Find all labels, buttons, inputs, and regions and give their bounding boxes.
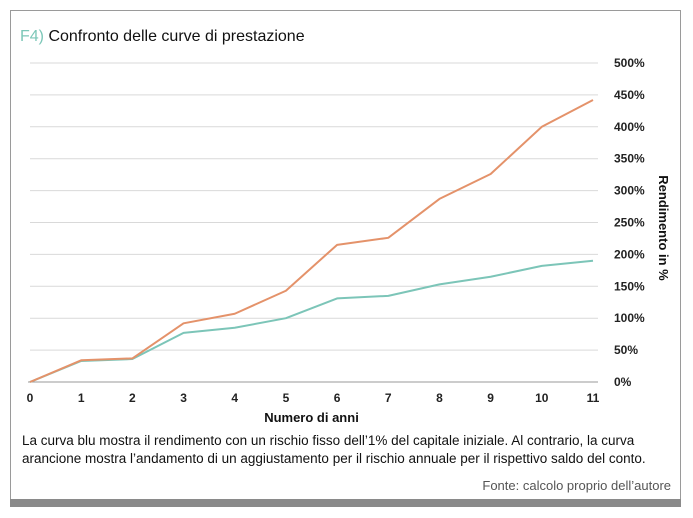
y-tick-label: 100% <box>614 311 645 325</box>
x-tick-label: 11 <box>587 391 600 405</box>
y-tick-label: 500% <box>614 56 645 70</box>
figure-label: F4) <box>20 28 44 45</box>
x-axis-label: Numero di anni <box>264 410 359 425</box>
series-lines <box>29 99 594 383</box>
y-tick-label: 350% <box>614 152 645 166</box>
y-tick-label: 150% <box>614 279 645 293</box>
grid-lines <box>30 62 598 351</box>
x-tick-label: 9 <box>487 391 494 405</box>
x-axis-ticks: 0 1 2 3 4 5 6 7 8 9 10 11 <box>27 391 600 405</box>
series-line <box>29 99 594 383</box>
y-tick-label: 250% <box>614 216 645 230</box>
x-tick-label: 3 <box>180 391 187 405</box>
x-tick-label: 1 <box>78 391 85 405</box>
y-tick-label: 450% <box>614 88 645 102</box>
line-chart: 0%50%100%150%200%250%300%350%400%450%500… <box>27 56 671 425</box>
x-tick-label: 4 <box>231 391 238 405</box>
series-line <box>29 259 594 383</box>
figure-frame <box>10 10 681 507</box>
figure-title: Confronto delle curve di prestazione <box>48 28 305 45</box>
x-tick-label: 2 <box>129 391 136 405</box>
y-tick-label: 200% <box>614 247 645 261</box>
y-axis-label: Rendimento in % <box>656 175 671 281</box>
x-tick-label: 0 <box>27 391 34 405</box>
x-tick-label: 10 <box>535 391 549 405</box>
y-tick-label: 400% <box>614 120 645 134</box>
x-tick-label: 8 <box>436 391 443 405</box>
y-tick-label: 0% <box>614 375 632 389</box>
chart-title: F4) Confronto delle curve di prestazione <box>20 28 305 46</box>
x-tick-label: 7 <box>385 391 392 405</box>
y-tick-label: 300% <box>614 184 645 198</box>
figure-caption: La curva blu mostra il rendimento con un… <box>22 433 646 466</box>
source-note: Fonte: calcolo proprio dell’autore <box>482 478 671 493</box>
y-tick-label: 50% <box>614 343 638 357</box>
y-axis-ticks: 0% 50% 100% 150% 200% 250% 300% 350% 400% 450% 500… <box>614 56 645 389</box>
x-tick-label: 6 <box>334 391 341 405</box>
figure-bottom-bar <box>10 499 681 507</box>
x-tick-label: 5 <box>283 391 290 405</box>
